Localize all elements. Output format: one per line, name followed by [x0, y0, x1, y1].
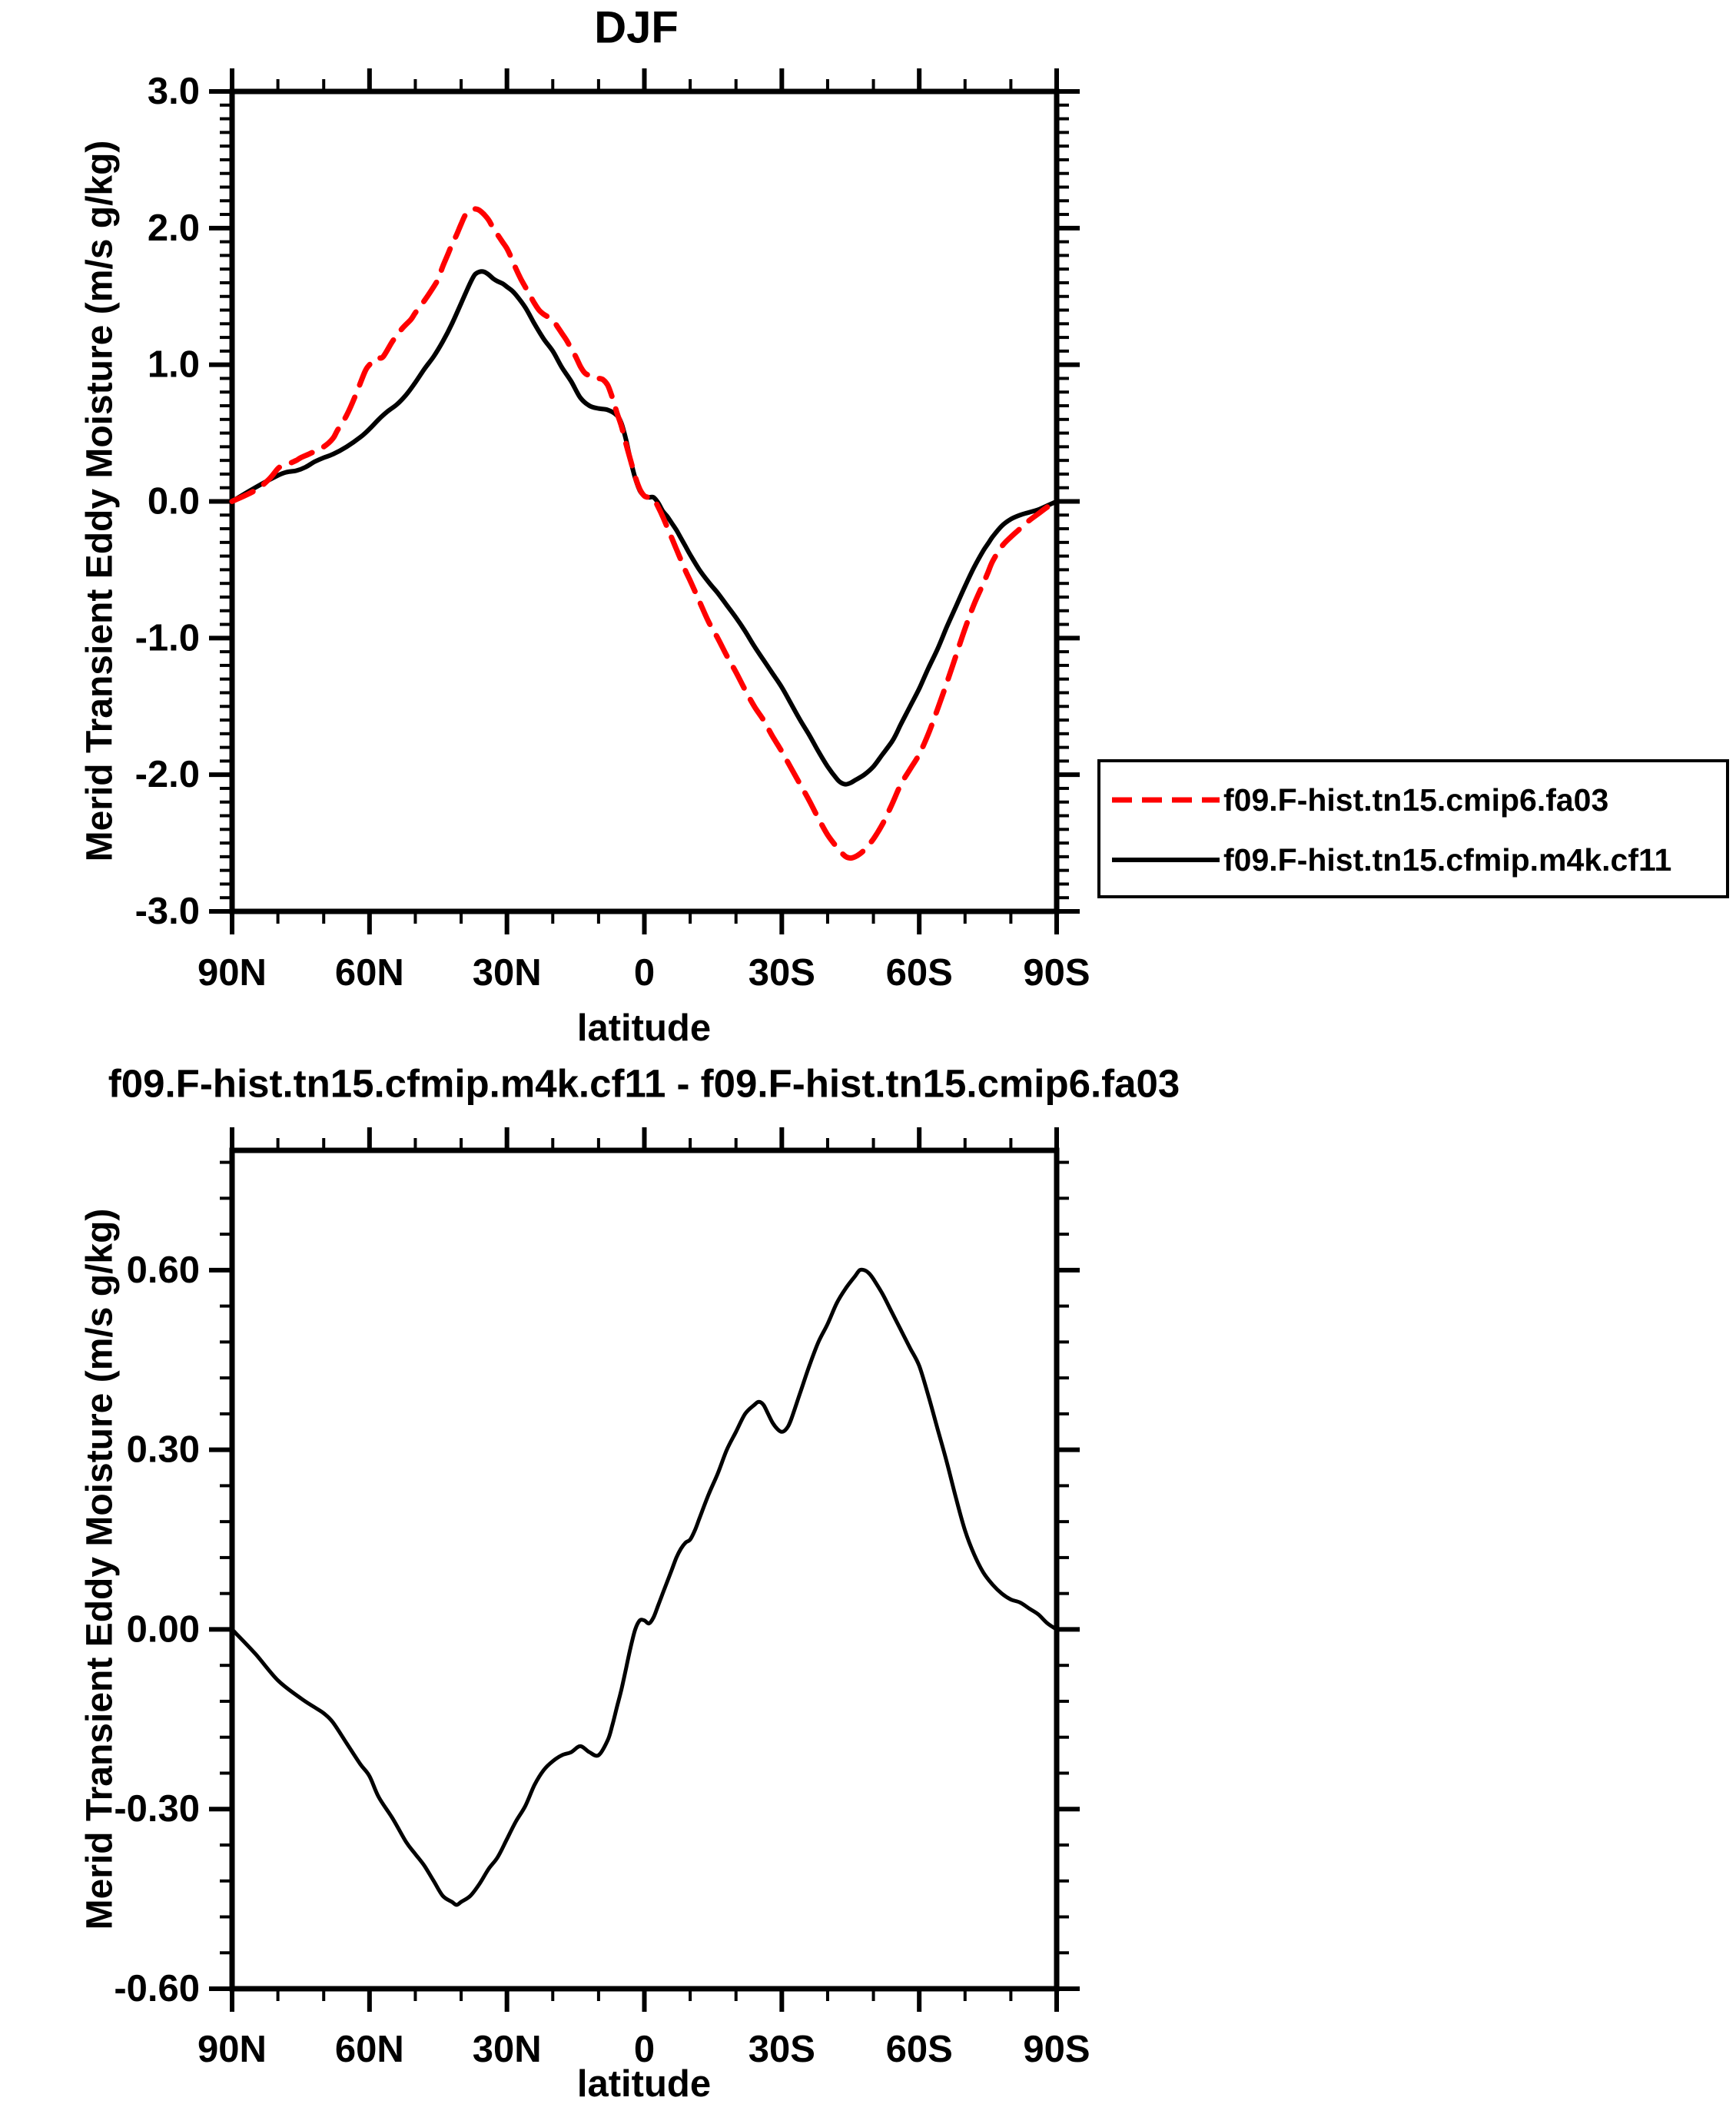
x-tick-label: 60N	[335, 2029, 404, 2070]
legend-label-cmip6: f09.F-hist.tn15.cmip6.fa03	[1223, 782, 1608, 818]
y-tick-label: 0.0	[148, 481, 200, 523]
y-axis-label-bottom: Merid Transient Eddy Moisture (m/s g/kg)	[80, 1209, 121, 1930]
x-tick-label: 0	[634, 2029, 655, 2070]
y-tick-label: -0.30	[114, 1788, 200, 1830]
x-tick-label: 30S	[749, 952, 815, 994]
series-top	[229, 206, 1060, 861]
x-tick-label: 0	[634, 952, 655, 994]
legend: f09.F-hist.tn15.cmip6.fa03 f09.F-hist.tn…	[1097, 759, 1729, 898]
legend-label-cfmip: f09.F-hist.tn15.cfmip.m4k.cf11	[1223, 842, 1671, 878]
y-tick-label: 0.60	[127, 1249, 200, 1291]
x-tick-label: 60N	[335, 952, 404, 994]
x-tick-label: 30N	[473, 952, 542, 994]
x-tick-label: 90N	[197, 952, 267, 994]
curve-difference-cfmip-m4k-cf11-minus-cmip6-fa03-	[230, 1267, 1059, 1907]
x-tick-label: 90S	[1023, 2029, 1090, 2070]
legend-box	[1097, 759, 1729, 898]
y-tick-label: 1.0	[148, 344, 200, 386]
x-tick-label: 60S	[886, 2029, 953, 2070]
y-tick-label: 2.0	[148, 207, 200, 249]
y-tick-label: -3.0	[135, 891, 200, 932]
axes-top: 90N 60N 30N 0 30S 60S 90S 3.0 2.0 1.0 0.0 -1.0 -2.0 -…	[135, 68, 1090, 994]
y-tick-label: -0.60	[114, 1968, 200, 2009]
plot-frame	[229, 88, 1060, 914]
x-tick-label: 90S	[1023, 952, 1090, 994]
plot-frame	[229, 1147, 1060, 1992]
y-tick-label: -1.0	[135, 617, 200, 659]
chart-title-difference: f09.F-hist.tn15.cfmip.m4k.cf11 - f09.F-h…	[108, 1062, 1180, 1106]
series-bottom	[230, 1267, 1059, 1907]
y-tick-label: 0.00	[127, 1608, 200, 1650]
x-tick-label: 30S	[749, 2029, 815, 2070]
curve-f09-f-hist-tn15-cfmip-m4k-cf11	[230, 269, 1059, 787]
x-axis-label-top: latitude	[577, 1007, 711, 1049]
x-tick-label: 30N	[473, 2029, 542, 2070]
chart-difference: f09.F-hist.tn15.cfmip.m4k.cf11 - f09.F-h…	[80, 1062, 1180, 2104]
y-axis-label-top: Merid Transient Eddy Moisture (m/s g/kg)	[80, 141, 121, 862]
axes-bottom: 90N 60N 30N 0 30S 60S 90S 0.60 0.30 0.00 -0.30 -0.6…	[114, 1127, 1090, 2070]
y-tick-label: 0.30	[127, 1429, 200, 1471]
y-tick-label: 3.0	[148, 71, 200, 112]
chart-title-djf: DJF	[594, 3, 679, 53]
x-tick-label: 90N	[197, 2029, 267, 2070]
x-axis-label-bottom: latitude	[577, 2063, 711, 2104]
x-tick-label: 60S	[886, 952, 953, 994]
chart-djf: DJF Merid Transient Eddy Moisture (m/s g…	[80, 3, 1729, 1049]
y-tick-label: -2.0	[135, 754, 200, 795]
curve-f09-f-hist-tn15-cmip6-fa03	[229, 206, 1060, 861]
